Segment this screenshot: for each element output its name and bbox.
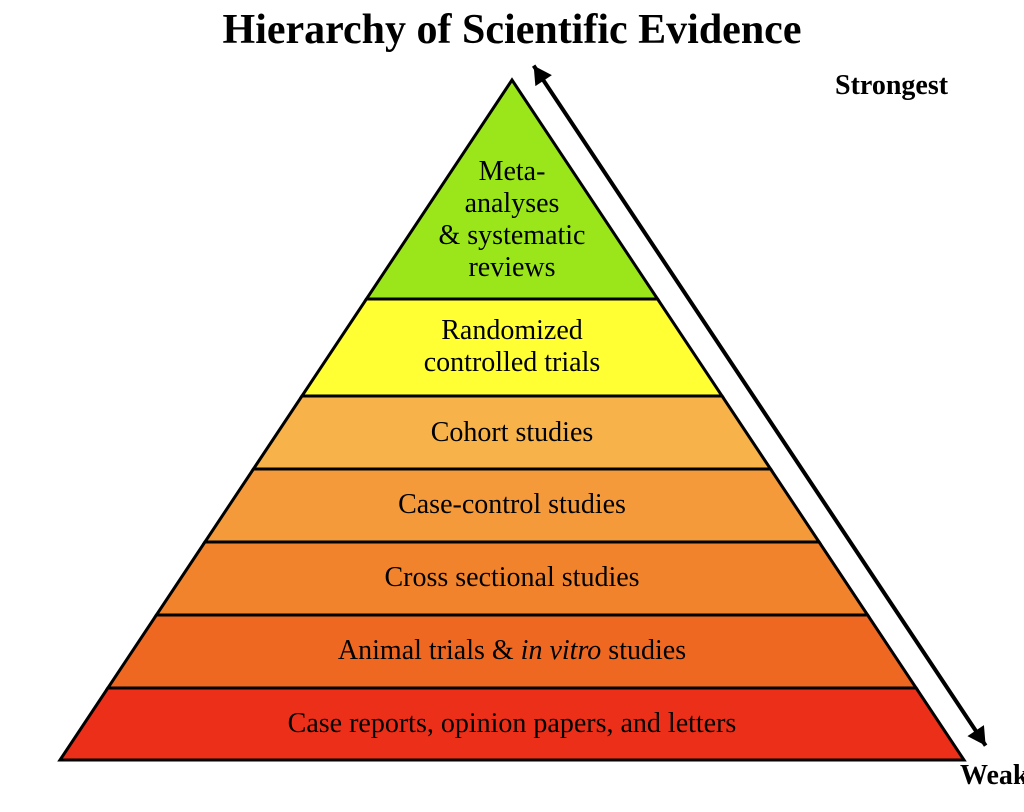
label-cohort-studies: Cohort studies <box>431 417 594 449</box>
label-animal-in-vitro: Animal trials & in vitro studies <box>338 635 686 667</box>
diagram-canvas: Hierarchy of Scientific Evidence Meta- a… <box>0 0 1024 812</box>
arrowhead <box>534 66 552 86</box>
label-weakest: Weakest <box>960 760 1024 792</box>
pyramid-svg <box>0 0 1024 812</box>
label-cross-sectional-studies: Cross sectional studies <box>384 562 639 594</box>
label-case-reports: Case reports, opinion papers, and letter… <box>288 708 737 740</box>
label-meta-analyses: Meta- analyses & systematic reviews <box>439 156 586 285</box>
label-randomized-controlled-trials: Randomized controlled trials <box>424 315 601 379</box>
label-case-control-studies: Case-control studies <box>398 489 626 521</box>
label-strongest: Strongest <box>835 70 948 102</box>
arrowhead <box>967 725 985 745</box>
